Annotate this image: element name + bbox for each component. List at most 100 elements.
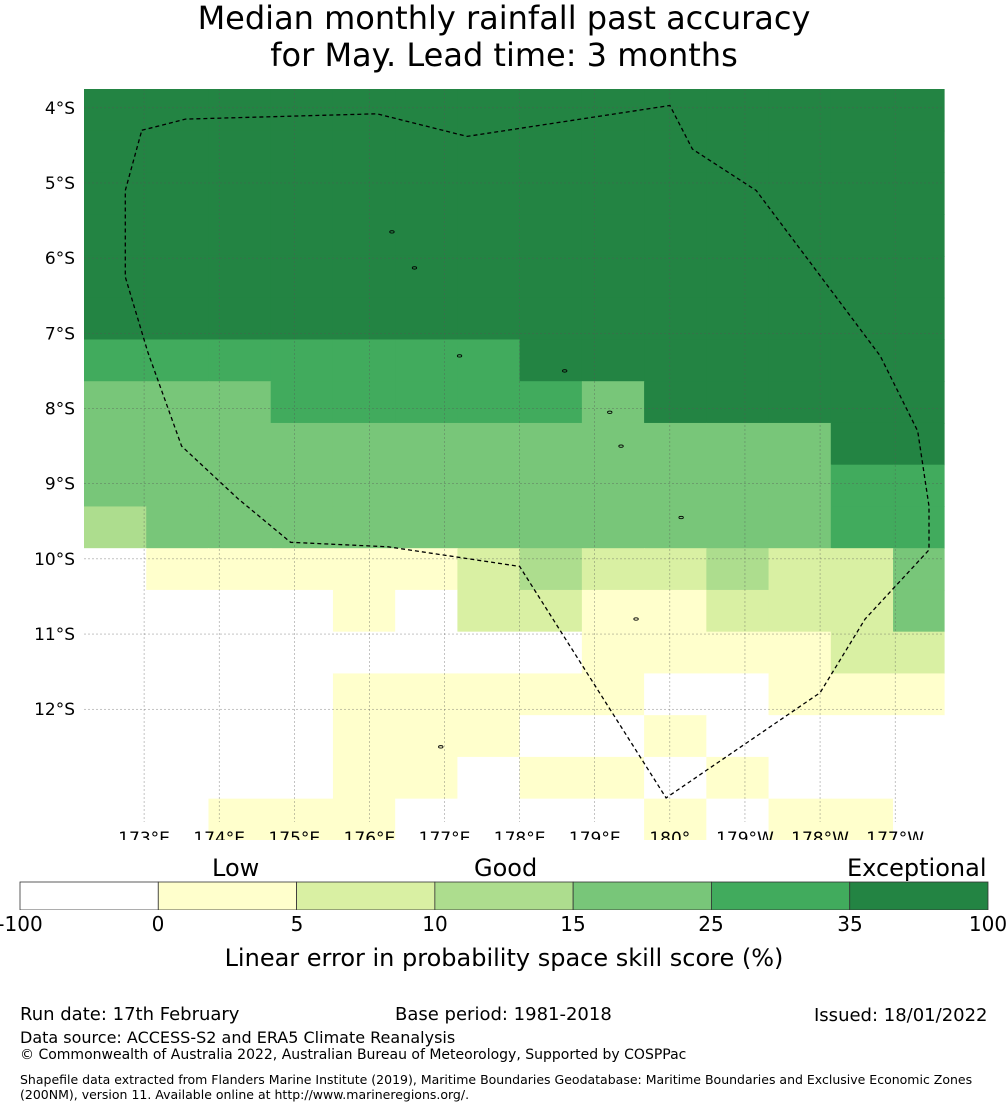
- chart-title-line-1: Median monthly rainfall past accuracy: [197, 0, 811, 37]
- skill-cell: [768, 422, 832, 466]
- skill-cell: [519, 464, 583, 508]
- skill-cell: [768, 255, 832, 299]
- colorbar-tick: 35: [837, 912, 863, 936]
- colorbar-tick: 10: [422, 912, 448, 936]
- skill-cell: [208, 673, 272, 716]
- longitude-label: 179°E: [569, 829, 621, 840]
- skill-cell: [830, 715, 894, 758]
- skill-cell: [332, 589, 396, 633]
- skill-cell: [84, 255, 147, 299]
- skill-cell: [644, 506, 707, 549]
- skill-cell: [146, 422, 210, 466]
- skill-cell: [581, 589, 645, 633]
- skill-cell: [395, 631, 458, 675]
- skill-cell: [644, 631, 707, 675]
- skill-cell: [332, 798, 396, 840]
- skill-cell: [208, 715, 272, 758]
- skill-cell: [395, 130, 458, 174]
- skill-cell: [208, 756, 272, 800]
- skill-cell: [270, 715, 334, 758]
- skill-cell: [519, 756, 583, 800]
- skill-cell: [830, 297, 894, 341]
- skill-cell: [270, 297, 334, 341]
- skill-cell: [208, 172, 272, 215]
- base-period: Base period: 1981-2018: [395, 1004, 612, 1025]
- skill-cell: [457, 422, 521, 466]
- skill-cell: [208, 214, 272, 257]
- skill-cell: [706, 214, 770, 257]
- island-outline: [607, 410, 613, 414]
- island-outline: [438, 745, 444, 749]
- latitude-label: 12°S: [34, 700, 75, 720]
- skill-cell: [768, 548, 832, 591]
- skill-cell: [519, 381, 583, 424]
- skill-cell: [395, 756, 458, 800]
- skill-cell: [893, 548, 945, 591]
- skill-cell: [768, 381, 832, 424]
- skill-cell: [644, 715, 707, 758]
- skill-cell: [270, 464, 334, 508]
- skill-cell: [84, 673, 147, 716]
- islands: [389, 230, 684, 749]
- skill-cell: [270, 673, 334, 716]
- skill-cell: [146, 89, 210, 132]
- skill-cell: [581, 339, 645, 382]
- skill-cell: [146, 130, 210, 174]
- skill-cell: [208, 422, 272, 466]
- skill-cell: [84, 548, 147, 591]
- longitude-label: 175°E: [268, 829, 320, 840]
- skill-cell: [270, 89, 334, 132]
- skill-cell: [581, 548, 645, 591]
- skill-cell: [457, 89, 521, 132]
- latitude-label: 4°S: [45, 99, 75, 119]
- skill-cell: [830, 172, 894, 215]
- skill-cell: [581, 89, 645, 132]
- skill-cell: [519, 673, 583, 716]
- skill-cell: [706, 673, 770, 716]
- island-outline: [678, 515, 684, 520]
- skill-cell: [581, 506, 645, 549]
- skill-cell: [332, 673, 396, 716]
- skill-cell: [893, 422, 945, 466]
- skill-cell: [332, 339, 396, 382]
- skill-cell: [84, 214, 147, 257]
- skill-cell: [146, 381, 210, 424]
- colorbar-segment: [711, 881, 851, 910]
- skill-cell: [395, 255, 458, 299]
- skill-cell: [84, 464, 147, 508]
- skill-cell: [332, 172, 396, 215]
- skill-cell: [581, 297, 645, 341]
- skill-cell: [830, 589, 894, 633]
- colorbar-tick: 5: [290, 912, 304, 936]
- chart-title-line-2: for May. Lead time: 3 months: [270, 36, 738, 74]
- skill-cell: [893, 172, 945, 215]
- skill-cell: [706, 715, 770, 758]
- skill-cell: [395, 422, 458, 466]
- skill-cell: [893, 798, 945, 840]
- skill-cell: [768, 130, 832, 174]
- longitude-label: 177°E: [419, 829, 471, 840]
- skill-cell: [893, 589, 945, 633]
- skill-cell: [146, 798, 210, 840]
- eez-boundary: [124, 104, 930, 799]
- skill-cell: [208, 339, 272, 382]
- skill-cell: [332, 464, 396, 508]
- skill-cell: [84, 756, 147, 800]
- skill-cell: [395, 381, 458, 424]
- skill-cell: [270, 798, 334, 840]
- skill-cell: [270, 631, 334, 675]
- skill-cell: [893, 339, 945, 382]
- skill-cell: [270, 130, 334, 174]
- skill-cell: [644, 381, 707, 424]
- latitude-labels: 4°S 5°S 6°S 7°S 8°S 9°S 10°S 11°S 12°S: [34, 99, 75, 720]
- skill-cell: [830, 89, 894, 132]
- skill-cell: [84, 506, 147, 549]
- skill-cell: [457, 506, 521, 549]
- skill-cell: [457, 339, 521, 382]
- skill-cell: [519, 589, 583, 633]
- longitude-label: 178°E: [494, 829, 546, 840]
- colorbar-tick: 25: [698, 912, 724, 936]
- skill-cell: [644, 255, 707, 299]
- skill-cell: [581, 464, 645, 508]
- skill-cell: [830, 756, 894, 800]
